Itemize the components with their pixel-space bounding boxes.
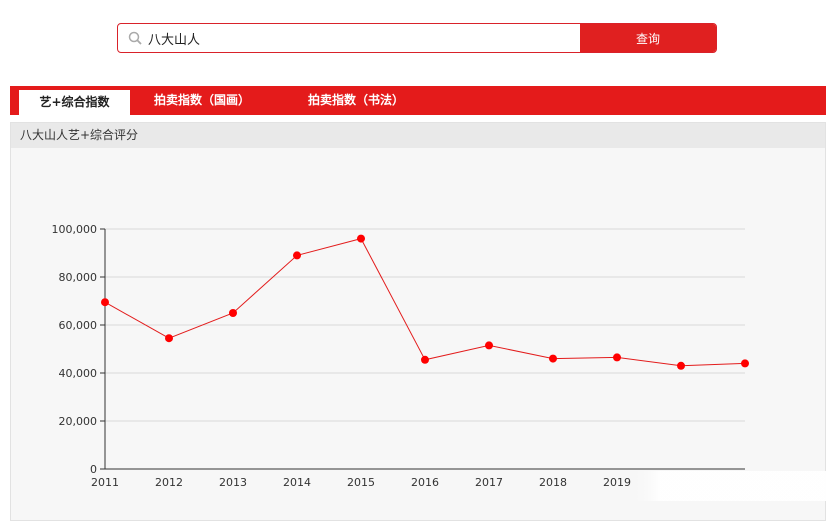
x-tick-label: 2012: [155, 476, 183, 489]
x-tick-label: 2016: [411, 476, 439, 489]
x-tick-label: 2014: [283, 476, 311, 489]
search-bar: 查询: [117, 23, 717, 53]
data-point: [677, 361, 685, 370]
tab-auction-painting[interactable]: 拍卖指数（国画）: [153, 93, 250, 107]
tab-composite-index[interactable]: 艺+综合指数: [19, 90, 130, 115]
data-point: [101, 298, 109, 307]
series-line: [104, 238, 746, 367]
data-point: [421, 355, 429, 364]
x-tick-label: 2018: [539, 476, 567, 489]
data-point: [485, 341, 493, 350]
panel-title: 八大山人艺+综合评分: [11, 123, 825, 148]
data-point: [229, 309, 237, 317]
y-tick-label: 20,000: [59, 415, 98, 428]
data-point: [613, 353, 621, 362]
x-tick-label: 2019: [603, 476, 631, 489]
x-tick-label: 2017: [475, 476, 503, 489]
tab-bar: 艺+综合指数 拍卖指数（国画） 拍卖指数（书法）: [10, 86, 826, 115]
search-input[interactable]: [148, 24, 578, 52]
y-tick-label: 0: [90, 463, 97, 476]
obscured-area: [631, 471, 827, 501]
data-point: [293, 251, 301, 260]
y-tick-label: 100,000: [52, 223, 98, 236]
data-point: [357, 234, 365, 243]
x-tick-label: 2013: [219, 476, 247, 489]
tab-auction-calligraphy[interactable]: 拍卖指数（书法）: [307, 93, 404, 107]
y-tick-label: 40,000: [59, 367, 98, 380]
data-point: [549, 354, 557, 363]
search-button[interactable]: 查询: [580, 24, 716, 52]
search-icon: [128, 31, 142, 45]
x-tick-label: 2011: [91, 476, 119, 489]
y-tick-label: 80,000: [59, 271, 98, 284]
x-tick-label: 2015: [347, 476, 375, 489]
score-line-chart: 0 20,000 40,000 60,000 80,000 100,000 2011 2012…: [52, 223, 827, 501]
data-point: [741, 359, 749, 368]
data-point: [165, 334, 173, 343]
y-tick-label: 60,000: [59, 319, 98, 332]
chart-panel: 八大山人艺+综合评分 0 20,000 40,000 60,000 80,000 100,…: [10, 122, 827, 521]
